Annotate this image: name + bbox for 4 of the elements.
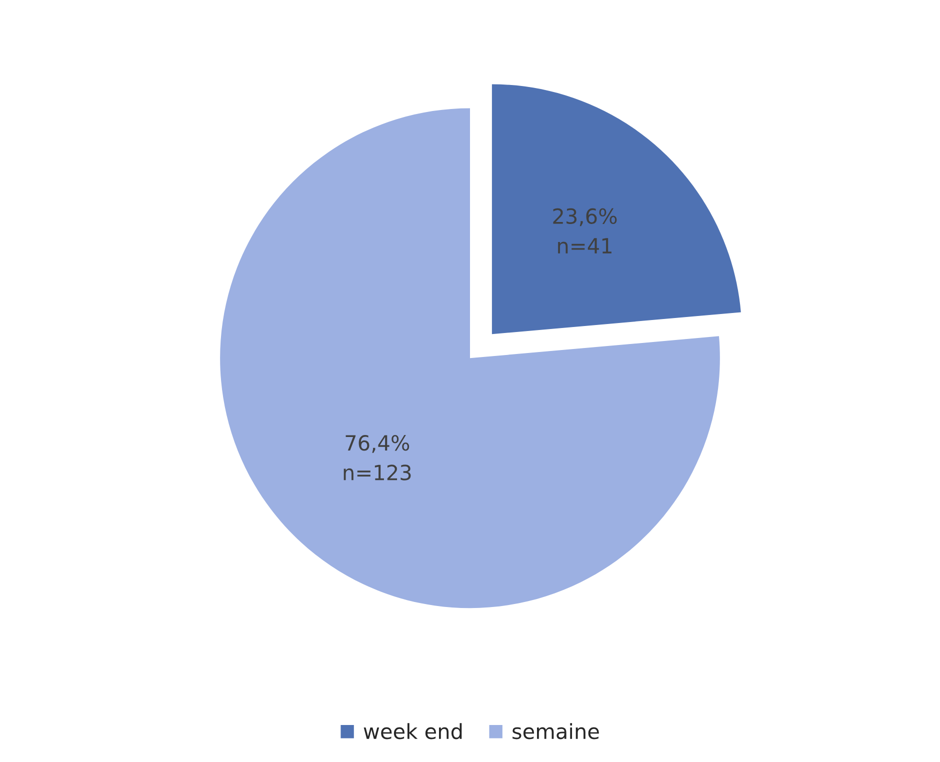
data-label: 23,6% n=41 [553,208,617,254]
legend-label: semaine [512,723,599,740]
data-label: 76,4% n=123 [344,434,411,480]
legend-label: week end [364,723,462,740]
